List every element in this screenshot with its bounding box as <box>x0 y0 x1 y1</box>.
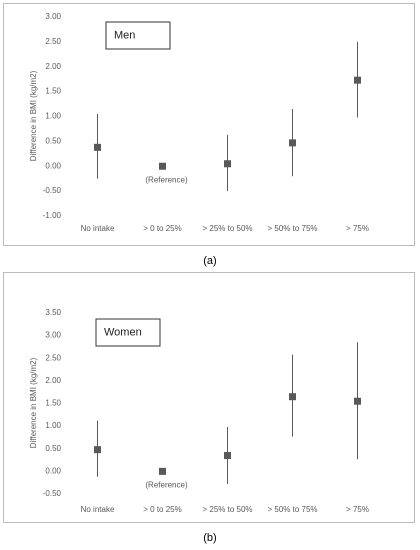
x-tick-label: No intake <box>81 505 115 514</box>
annotation: (Reference) <box>145 175 188 184</box>
x-tick-label: > 25% to 50% <box>202 224 252 233</box>
y-tick-label: -0.50 <box>43 489 62 498</box>
y-tick-label: 3.50 <box>45 308 61 317</box>
y-tick-label: 3.00 <box>45 331 61 340</box>
y-axis-label: Difference in BMI (kg/m2) <box>29 357 38 448</box>
x-tick-label: > 75% <box>346 224 369 233</box>
marker <box>159 467 166 475</box>
caption: (b) <box>203 532 216 544</box>
marker <box>289 139 296 147</box>
y-axis-label: Difference in BMI (kg/m2) <box>29 70 38 161</box>
marker <box>224 160 231 168</box>
caption: (a) <box>203 255 216 267</box>
y-tick-label: 2.00 <box>45 62 61 71</box>
marker <box>94 446 101 454</box>
legend-label: Women <box>104 326 142 338</box>
x-tick-label: > 0 to 25% <box>143 505 181 514</box>
x-tick-label: > 25% to 50% <box>202 505 252 514</box>
panel-frame <box>3 3 415 246</box>
marker <box>224 452 231 460</box>
y-tick-label: -0.50 <box>43 186 62 195</box>
y-tick-label: 0.50 <box>45 444 61 453</box>
y-tick-label: 2.50 <box>45 37 61 46</box>
marker <box>354 397 361 405</box>
marker <box>94 143 101 151</box>
marker <box>354 76 361 84</box>
legend-box <box>95 318 161 347</box>
y-tick-label: 0.00 <box>45 161 61 170</box>
y-tick-label: 0.00 <box>45 466 61 475</box>
panel-frame <box>3 272 415 523</box>
legend-box <box>105 21 171 50</box>
x-tick-label: > 0 to 25% <box>143 224 181 233</box>
legend-label: Men <box>114 29 135 41</box>
y-tick-label: 3.00 <box>45 12 61 21</box>
y-tick-label: 1.00 <box>45 112 61 121</box>
x-tick-label: No intake <box>81 224 115 233</box>
y-tick-label: 1.00 <box>45 421 61 430</box>
marker <box>159 162 166 170</box>
x-tick-label: > 75% <box>346 505 369 514</box>
y-tick-label: 1.50 <box>45 399 61 408</box>
y-tick-label: 2.50 <box>45 353 61 362</box>
marker <box>289 393 296 401</box>
y-tick-label: 1.50 <box>45 87 61 96</box>
y-tick-label: -1.00 <box>43 211 62 220</box>
x-tick-label: > 50% to 75% <box>267 505 317 514</box>
annotation: (Reference) <box>145 480 188 489</box>
y-tick-label: 0.50 <box>45 136 61 145</box>
x-tick-label: > 50% to 75% <box>267 224 317 233</box>
y-tick-label: 2.00 <box>45 376 61 385</box>
